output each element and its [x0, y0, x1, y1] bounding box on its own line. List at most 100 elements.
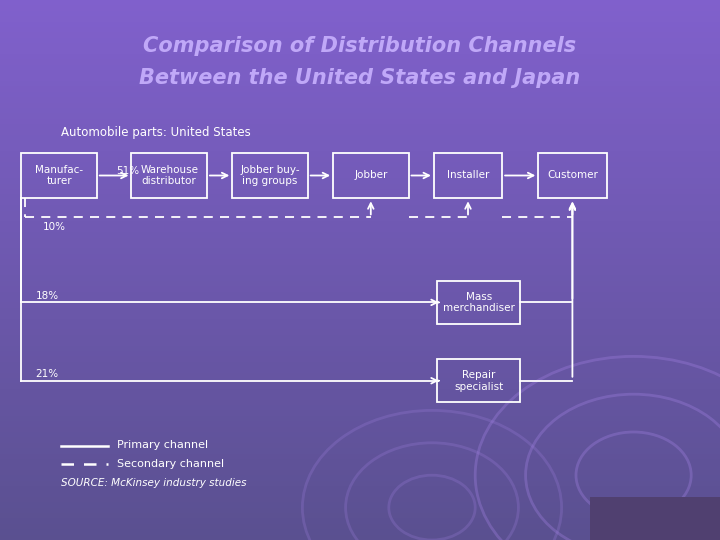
Bar [0, 54, 720, 59]
Bar [0, 189, 720, 194]
Bar [0, 238, 720, 243]
Bar [0, 221, 720, 227]
Bar [0, 108, 720, 113]
Text: Secondary channel: Secondary channel [117, 460, 224, 469]
Bar [0, 38, 720, 43]
Bar [0, 0, 720, 5]
Bar [0, 270, 720, 275]
Text: 18%: 18% [36, 291, 59, 301]
Bar [0, 405, 720, 410]
Bar [0, 259, 720, 265]
Bar [0, 59, 720, 65]
Text: 21%: 21% [36, 369, 59, 379]
Bar [0, 178, 720, 184]
Text: Customer: Customer [547, 171, 598, 180]
Bar [0, 184, 720, 189]
Bar [0, 335, 720, 340]
Bar [0, 297, 720, 302]
Bar [0, 459, 720, 464]
Bar [590, 497, 720, 540]
Text: Installer: Installer [447, 171, 489, 180]
Bar [0, 70, 720, 76]
Bar [0, 103, 720, 108]
Bar [0, 146, 720, 151]
Bar [0, 437, 720, 443]
Bar [0, 200, 720, 205]
Bar [0, 529, 720, 535]
Bar [0, 173, 720, 178]
Bar [0, 394, 720, 400]
Text: Manufac-
turer: Manufac- turer [35, 165, 83, 186]
Bar [0, 518, 720, 524]
Text: Jobber buy-
ing groups: Jobber buy- ing groups [240, 165, 300, 186]
Text: Between the United States and Japan: Between the United States and Japan [140, 68, 580, 89]
Bar [0, 383, 720, 389]
Bar [0, 130, 720, 135]
Bar [0, 135, 720, 140]
Bar [0, 329, 720, 335]
Bar [0, 248, 720, 254]
Bar [0, 227, 720, 232]
Bar [0, 356, 720, 362]
Bar [0, 340, 720, 346]
Bar [0, 86, 720, 92]
Bar [0, 113, 720, 119]
Bar [0, 49, 720, 54]
Bar [0, 351, 720, 356]
Bar [0, 421, 720, 427]
Bar [0, 5, 720, 11]
Bar [0, 275, 720, 281]
Bar [0, 81, 720, 86]
Bar [0, 524, 720, 529]
Bar [0, 167, 720, 173]
Bar [0, 400, 720, 405]
Bar [0, 313, 720, 319]
Text: SOURCE: McKinsey industry studies: SOURCE: McKinsey industry studies [61, 478, 247, 488]
Bar [0, 281, 720, 286]
Bar [0, 432, 720, 437]
Text: Comparison of Distribution Channels: Comparison of Distribution Channels [143, 36, 577, 56]
Bar [0, 194, 720, 200]
Bar [0, 319, 720, 324]
Bar [0, 448, 720, 454]
Bar [0, 508, 720, 513]
Bar [0, 157, 720, 162]
Bar [0, 486, 720, 491]
Text: Automobile parts: United States: Automobile parts: United States [61, 126, 251, 139]
Bar [0, 443, 720, 448]
Bar [0, 265, 720, 270]
Bar [0, 427, 720, 432]
Bar [0, 535, 720, 540]
Bar [0, 497, 720, 502]
Bar [0, 362, 720, 367]
Bar [0, 470, 720, 475]
Text: Warehouse
distributor: Warehouse distributor [140, 165, 198, 186]
Bar [0, 389, 720, 394]
Bar [0, 92, 720, 97]
Text: 10%: 10% [43, 222, 66, 232]
Bar [0, 65, 720, 70]
Bar [0, 378, 720, 383]
Bar [0, 292, 720, 297]
Bar [0, 43, 720, 49]
Bar [0, 16, 720, 22]
Bar [0, 232, 720, 238]
Bar [0, 324, 720, 329]
Bar [0, 513, 720, 518]
Bar [0, 32, 720, 38]
Bar [0, 475, 720, 481]
Text: Mass
merchandiser: Mass merchandiser [443, 292, 515, 313]
Bar [0, 302, 720, 308]
Bar [0, 140, 720, 146]
Bar [0, 216, 720, 221]
Text: Primary channel: Primary channel [117, 441, 208, 450]
Bar [0, 27, 720, 32]
Bar [0, 416, 720, 421]
Bar [0, 151, 720, 157]
Bar [0, 97, 720, 103]
Bar [0, 410, 720, 416]
Bar [0, 124, 720, 130]
Bar [0, 22, 720, 27]
Bar [0, 286, 720, 292]
Text: 51%: 51% [117, 166, 140, 176]
